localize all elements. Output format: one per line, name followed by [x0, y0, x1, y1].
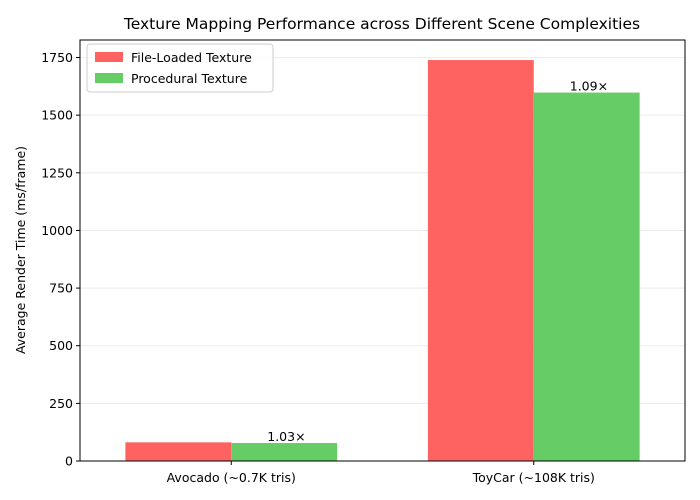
y-axis-label: Average Render Time (ms/frame): [13, 146, 28, 354]
y-tick-label-7: 1750: [41, 50, 73, 65]
y-tick-label-0: 0: [65, 454, 73, 469]
y-tick-label-6: 1500: [41, 108, 73, 123]
bar-series0-cat1: [427, 60, 534, 462]
x-tick-label-1: ToyCar (~108K tris): [472, 470, 595, 485]
bar-series0-cat0: [125, 442, 232, 461]
plot-frame: [79, 39, 686, 462]
legend-label-0: File-Loaded Texture: [131, 50, 252, 65]
bar-series1-cat0: [231, 443, 338, 461]
y-tick-label-5: 1250: [41, 165, 73, 180]
bars: [125, 60, 640, 462]
ratio-annotations: 1.03× 1.09×: [267, 79, 608, 444]
y-tick-label-1: 250: [49, 396, 73, 411]
y-tick-label-2: 500: [49, 338, 73, 353]
legend-box: [86, 43, 274, 93]
legend-swatch-1: [95, 73, 123, 83]
ratio-label-0: 1.03×: [267, 429, 305, 444]
legend: File-Loaded Texture Procedural Texture: [86, 43, 274, 93]
y-tick-label-3: 750: [49, 281, 73, 296]
gridlines: [80, 57, 685, 462]
ratio-label-1: 1.09×: [570, 79, 608, 94]
legend-swatch-0: [95, 52, 123, 62]
x-tick-label-0: Avocado (~0.7K tris): [167, 470, 296, 485]
bar-series1-cat1: [533, 92, 640, 462]
axes: 0 250 500 750 1000 1250 1500 1750 Avocado (~0.7K…: [41, 39, 686, 485]
y-tick-label-4: 1000: [41, 223, 73, 238]
chart-title: Texture Mapping Performance across Diffe…: [123, 15, 640, 33]
legend-label-1: Procedural Texture: [131, 71, 248, 86]
